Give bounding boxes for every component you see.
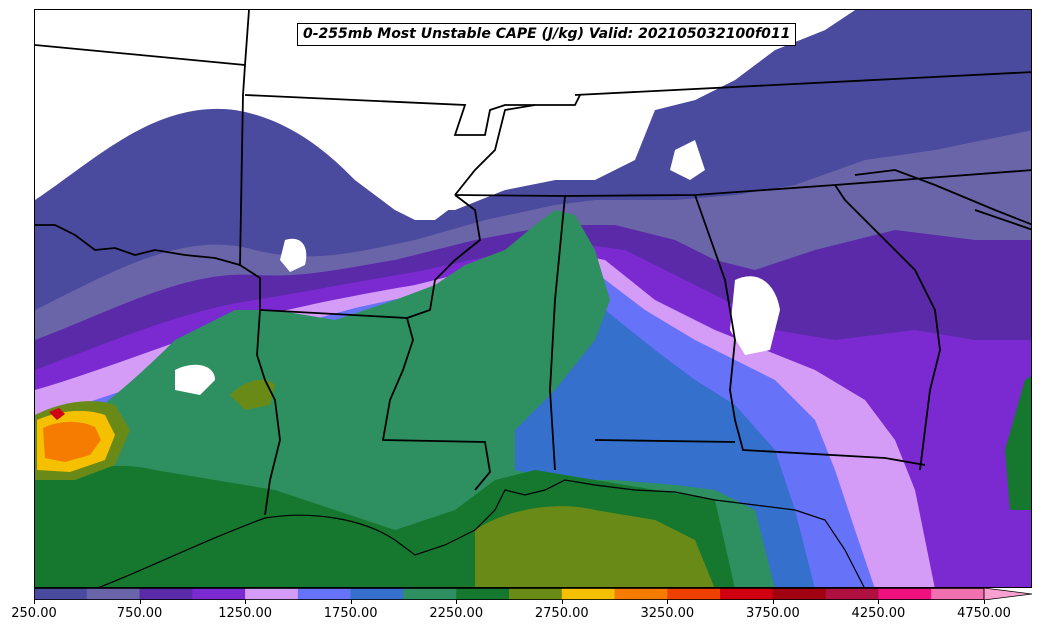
colorbar-segment [403, 588, 457, 600]
no-cape-area-al [730, 276, 780, 355]
colorbar-tick-mark [34, 600, 35, 604]
colorbar-tick-mark [139, 600, 141, 604]
no-cape-area-tx [175, 364, 215, 395]
colorbar-outline [34, 588, 985, 600]
colorbar-tick-mark [561, 600, 563, 604]
colorbar-segment [297, 588, 352, 600]
colorbar [34, 588, 1032, 600]
colorbar-tick-label: 250.00 [11, 606, 57, 621]
map-panel: 0-255mb Most Unstable CAPE (J/kg) Valid:… [34, 9, 1032, 588]
colorbar-tick-label: 1750.00 [323, 606, 378, 621]
colorbar-segment [772, 588, 827, 600]
cape-field-map [35, 10, 1031, 587]
colorbar-segment [561, 588, 616, 600]
colorbar-segment [34, 588, 88, 600]
cape-contour-2500-ne [230, 379, 275, 410]
colorbar-segment [245, 588, 299, 600]
colorbar-extend-triangle [983, 588, 1032, 600]
colorbar-tick-mark [667, 600, 669, 604]
colorbar-segment [720, 588, 774, 600]
no-cape-area-nw [35, 10, 255, 180]
colorbar-segment [825, 588, 879, 600]
cape-contour-2500 [475, 506, 715, 587]
colorbar-tick-mark [245, 600, 247, 604]
no-cape-area-north [245, 10, 855, 220]
colorbar-tick-label: 2750.00 [534, 606, 589, 621]
cape-contour-3500-west [49, 408, 65, 420]
colorbar-tick-mark [456, 600, 458, 604]
colorbar-tick-mark [878, 600, 880, 604]
state-borders [35, 10, 1031, 516]
colorbar-segment [931, 588, 985, 600]
map-title: 0-255mb Most Unstable CAPE (J/kg) Valid:… [297, 23, 797, 46]
colorbar-segment [667, 588, 721, 600]
colorbar-segment [614, 588, 668, 600]
colorbar-tick-label: 4750.00 [957, 606, 1011, 621]
colorbar-tick-label: 750.00 [116, 606, 163, 621]
colorbar-segment [86, 588, 141, 600]
colorbar-segment [139, 588, 193, 600]
cape-contour-2250-east [1005, 376, 1031, 510]
colorbar-tick-label: 1250.00 [218, 606, 272, 621]
colorbar-tick-mark [984, 600, 985, 604]
colorbar-segment [192, 588, 246, 600]
colorbar-segment [350, 588, 404, 600]
colorbar-tick-label: 4250.00 [851, 606, 906, 621]
no-cape-area-ar [280, 238, 307, 272]
cape-contour-3000-west [43, 421, 101, 462]
gulf-coastline [98, 479, 865, 587]
colorbar-tick-label: 3750.00 [745, 606, 800, 621]
colorbar-tick-label: 3250.00 [640, 606, 695, 621]
colorbar-tick-mark [772, 600, 774, 604]
colorbar-segment [509, 588, 563, 600]
colorbar-segment [878, 588, 932, 600]
no-cape-area-ms [670, 140, 705, 180]
colorbar-tick-label: 2250.00 [429, 606, 484, 621]
colorbar-tick-mark [350, 600, 352, 604]
colorbar-segment [456, 588, 510, 600]
